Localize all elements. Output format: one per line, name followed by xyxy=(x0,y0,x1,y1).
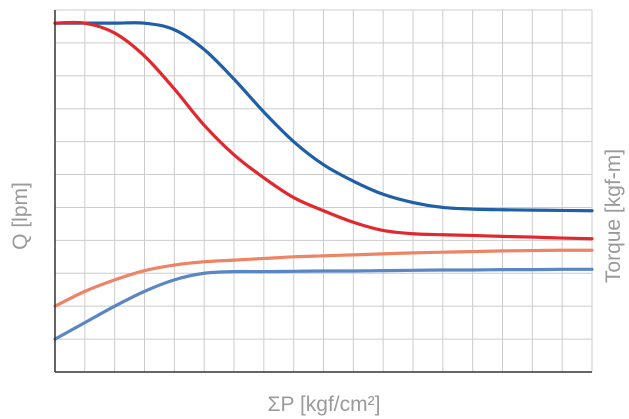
y-axis-label-right: Torque [kgf-m] xyxy=(602,149,625,283)
series-line-3 xyxy=(53,248,594,308)
series-lines xyxy=(53,20,594,341)
x-axis-label: ΣP [kgf/cm²] xyxy=(268,393,381,416)
series-line-4 xyxy=(53,267,594,341)
y-axis-label-left: Q [lpm] xyxy=(9,182,32,250)
grid-lines xyxy=(55,9,593,372)
series-line-2 xyxy=(53,20,594,241)
series-line-1 xyxy=(53,21,594,213)
